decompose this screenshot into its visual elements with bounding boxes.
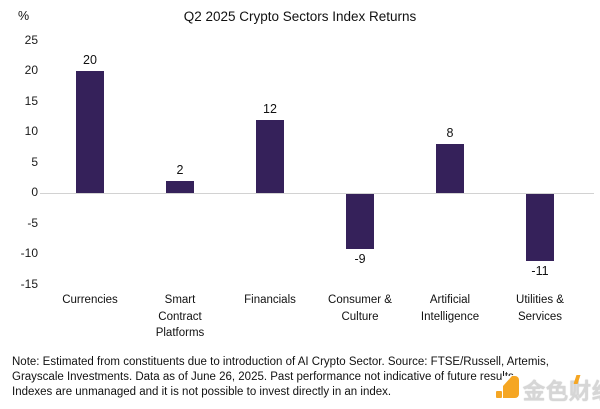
bar-smart-contract-platforms: [166, 180, 194, 193]
category-label-line: Platforms: [155, 327, 205, 339]
bar-value-label-smart-contract-platforms: 2: [176, 162, 184, 177]
bar-financials: [256, 119, 284, 193]
bar-currencies: [76, 71, 104, 193]
watermark-text: 金色财经: [523, 379, 600, 404]
y-axis-tick-label: -5: [27, 215, 38, 230]
category-label-line: Contract: [158, 310, 202, 323]
x-axis-category-utilities-services: Utilities & Services: [485, 292, 595, 325]
bar-value-label-artificial-intelligence: 8: [446, 126, 454, 141]
y-axis-tick-label: 25: [24, 32, 38, 47]
footnote: Note: Estimated from constituents due to…: [12, 355, 592, 400]
category-label-line: Smart: [164, 294, 196, 306]
y-axis-tick-label: -10: [20, 246, 38, 260]
category-label-line: Currencies: [62, 294, 118, 306]
y-axis-unit-label: %: [18, 9, 30, 23]
category-label-line: Financials: [244, 294, 296, 306]
y-axis-tick-label: 5: [31, 154, 38, 169]
bar-value-label-financials: 12: [263, 101, 277, 116]
x-axis-category-consumer-culture: Consumer & Culture: [305, 292, 415, 325]
category-label-line: Culture: [341, 310, 379, 323]
category-label-line: Utilities &: [516, 294, 564, 306]
goldfinance-logo-icon: [495, 374, 521, 400]
y-axis-tick-label: 20: [24, 63, 38, 77]
y-axis-tick-label: 0: [31, 185, 38, 199]
footnote-line-2: Grayscale Investments. Data as of June 2…: [12, 371, 517, 383]
x-axis-category-artificial-intelligence: Artificial Intelligence: [395, 292, 505, 325]
footnote-line-3: Indexes are unmanaged and it is not poss…: [12, 386, 392, 398]
category-label-line: Services: [517, 310, 563, 323]
watermark: 金色财经: [495, 372, 600, 404]
bar-value-label-consumer-culture: -9: [354, 251, 366, 266]
y-axis-tick-label: -15: [20, 276, 38, 291]
bar-value-label-currencies: 20: [83, 53, 97, 67]
x-axis-category-currencies: Currencies: [35, 292, 145, 309]
y-axis-tick-label: 10: [24, 124, 38, 138]
y-axis-tick-label: 15: [24, 93, 38, 108]
category-label-line: Intelligence: [420, 310, 480, 323]
bar-utilities-services: [526, 194, 554, 262]
bar-value-label-utilities-services: -11: [531, 264, 549, 279]
zero-baseline: [40, 193, 594, 194]
footnote-line-1: Note: Estimated from constituents due to…: [12, 356, 549, 368]
x-axis-category-smart-contract-platforms: Smart Contract Platforms: [125, 292, 235, 342]
category-label-line: Consumer &: [328, 294, 392, 306]
bar-consumer-culture: [346, 194, 374, 249]
category-label-line: Artificial: [429, 294, 471, 306]
bar-artificial-intelligence: [436, 144, 464, 193]
x-axis-category-financials: Financials: [215, 292, 325, 309]
chart-title: Q2 2025 Crypto Sectors Index Returns: [183, 9, 417, 24]
